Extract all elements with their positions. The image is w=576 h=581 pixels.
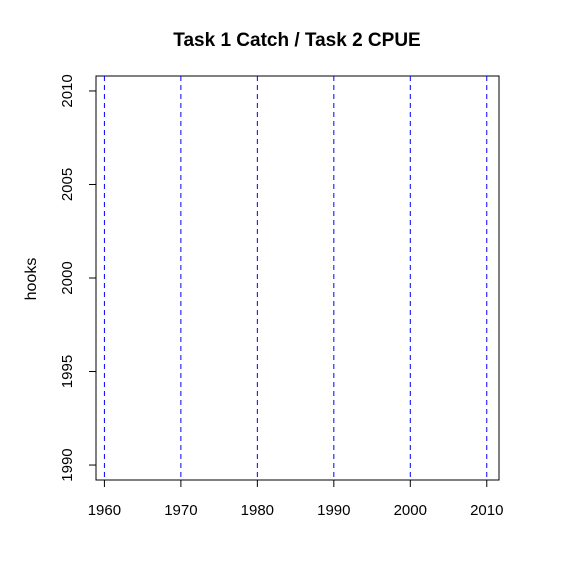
x-tick-label-1960: 1960 [88, 502, 121, 519]
x-axis: 1960 1970 1980 1990 2000 2010 [88, 480, 503, 519]
x-tick-label-1980: 1980 [241, 502, 274, 519]
plot-frame [95, 75, 500, 481]
x-tick-label-1970: 1970 [164, 502, 197, 519]
chart-title: Task 1 Catch / Task 2 CPUE [173, 30, 420, 51]
x-tick-label-1990: 1990 [317, 502, 350, 519]
y-axis: 1990 1995 2000 2005 2010 [59, 74, 96, 482]
y-tick-label-2010: 2010 [59, 74, 76, 107]
y-axis-label: hooks [23, 258, 40, 301]
y-tick-label-1990: 1990 [59, 448, 76, 481]
x-tick-label-2010: 2010 [470, 502, 503, 519]
y-tick-label-2000: 2000 [59, 261, 76, 294]
reference-lines [103, 76, 488, 480]
y-tick-label-1995: 1995 [59, 355, 76, 388]
y-tick-label-2005: 2005 [59, 168, 76, 201]
x-tick-label-2000: 2000 [394, 502, 427, 519]
